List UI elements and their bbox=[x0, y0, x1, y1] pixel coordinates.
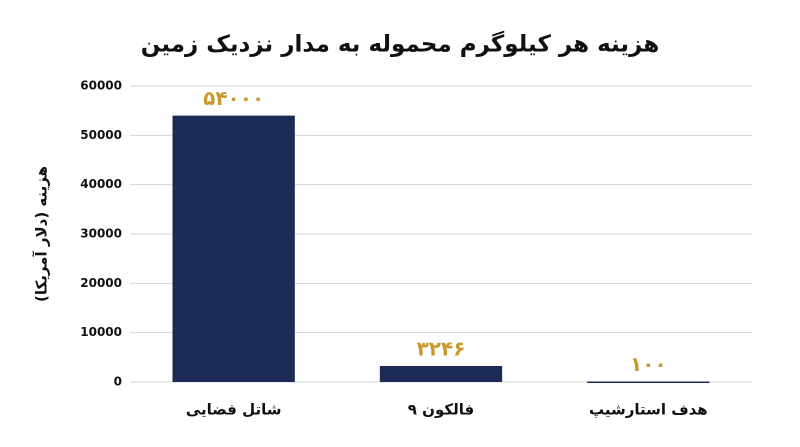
x-tick-label: هدف استارشیپ bbox=[589, 401, 708, 419]
value-label: ۱۰۰ bbox=[630, 352, 667, 376]
y-tick-label: 50000 bbox=[80, 128, 122, 142]
chart-title: هزینه هر کیلوگرم محموله به مدار نزدیک زم… bbox=[141, 31, 660, 58]
y-tick-label: 60000 bbox=[80, 79, 122, 93]
bar bbox=[379, 365, 503, 382]
value-label: ۵۴۰۰۰ bbox=[203, 86, 264, 110]
y-tick-label: 40000 bbox=[80, 177, 122, 191]
y-tick-label: 20000 bbox=[80, 276, 122, 290]
bar bbox=[172, 115, 295, 382]
x-tick-label: شاتل فضایی bbox=[186, 401, 282, 419]
y-axis-label: هزینه (دلار آمریکا) bbox=[33, 166, 51, 302]
y-tick-label: 30000 bbox=[80, 227, 122, 241]
value-label: ۳۲۴۶ bbox=[417, 336, 466, 360]
y-tick-label: 10000 bbox=[80, 325, 122, 339]
bar bbox=[587, 381, 710, 384]
x-tick-label: فالکون ۹ bbox=[408, 401, 474, 419]
y-tick-label: 0 bbox=[114, 375, 122, 389]
